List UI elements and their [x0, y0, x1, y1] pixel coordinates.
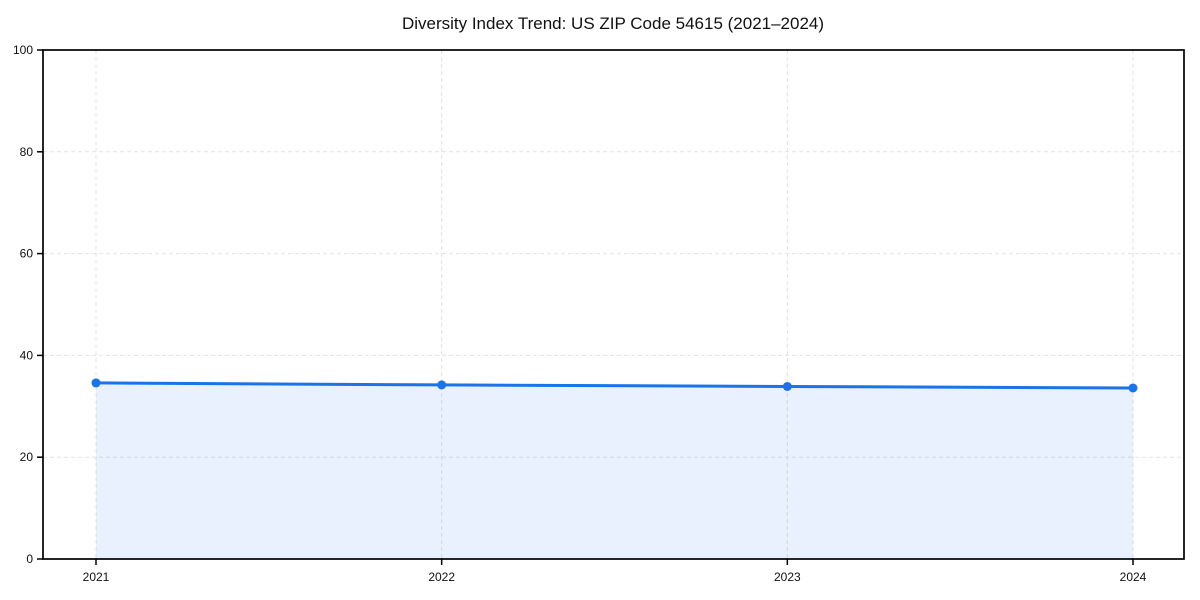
- y-tick-label: 80: [20, 145, 34, 159]
- x-tick-label: 2022: [428, 570, 455, 584]
- chart-title: Diversity Index Trend: US ZIP Code 54615…: [402, 14, 824, 33]
- data-point-2022: [437, 380, 447, 390]
- y-tick-label: 20: [20, 450, 34, 464]
- y-tick-label: 100: [13, 43, 33, 57]
- plot-border: [42, 49, 1185, 560]
- data-point-2021: [91, 378, 101, 388]
- y-tick-label: 0: [26, 552, 33, 566]
- y-tick-label: 40: [20, 348, 34, 362]
- y-tick-label: 60: [20, 247, 34, 261]
- data-point-2023: [782, 381, 792, 391]
- trend-line: [94, 381, 1135, 390]
- data-point-2024: [1128, 383, 1138, 393]
- x-tick-label: 2021: [83, 570, 110, 584]
- plot-area: 0 20 40 60 80 100 2021 2022 2023 2024: [13, 43, 1185, 584]
- x-tick-label: 2023: [774, 570, 801, 584]
- x-tick-label: 2024: [1120, 570, 1147, 584]
- area-fill: [96, 382, 1133, 559]
